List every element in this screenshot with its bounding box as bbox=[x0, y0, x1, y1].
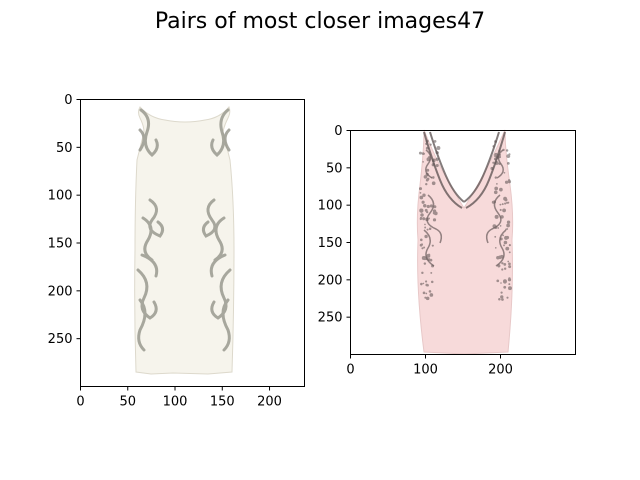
left-y-tick-label: 150 bbox=[48, 237, 73, 252]
right-y-tick-label: 200 bbox=[318, 273, 343, 288]
left-x-tick-label: 100 bbox=[163, 395, 188, 410]
figure-title: Pairs of most closer images47 bbox=[155, 9, 485, 34]
left-x-tick-label: 50 bbox=[119, 395, 136, 410]
left-x-tick-label: 150 bbox=[210, 395, 235, 410]
left-y-tick-label: 100 bbox=[48, 189, 73, 204]
right-y-tick-label: 50 bbox=[326, 161, 343, 176]
right-y-tick-label: 150 bbox=[318, 236, 343, 251]
left-x-tick-label: 200 bbox=[257, 395, 282, 410]
white-dress-image bbox=[134, 106, 235, 375]
left-axis-ticks: 0 50 100 150 200 0 50 100 150 200 250 bbox=[48, 93, 282, 410]
right-x-tick-label: 100 bbox=[413, 363, 438, 378]
right-y-tick-label: 100 bbox=[318, 199, 343, 214]
left-y-tick-label: 200 bbox=[48, 284, 73, 299]
left-image-panel: 0 50 100 150 200 0 50 100 150 200 250 bbox=[48, 93, 305, 410]
right-image-panel: 0 100 200 0 50 100 150 200 250 bbox=[318, 124, 576, 378]
right-x-tick-label: 200 bbox=[488, 363, 513, 378]
left-x-tick-label: 0 bbox=[76, 395, 84, 410]
pink-lace-dress-image bbox=[416, 129, 514, 355]
left-y-tick-label: 0 bbox=[64, 93, 72, 108]
right-y-tick-label: 250 bbox=[318, 311, 343, 326]
left-y-tick-label: 250 bbox=[48, 332, 73, 347]
right-axis-ticks: 0 100 200 0 50 100 150 200 250 bbox=[318, 124, 513, 378]
right-x-tick-label: 0 bbox=[346, 363, 354, 378]
right-y-tick-label: 0 bbox=[334, 124, 342, 139]
left-y-tick-label: 50 bbox=[56, 141, 73, 156]
